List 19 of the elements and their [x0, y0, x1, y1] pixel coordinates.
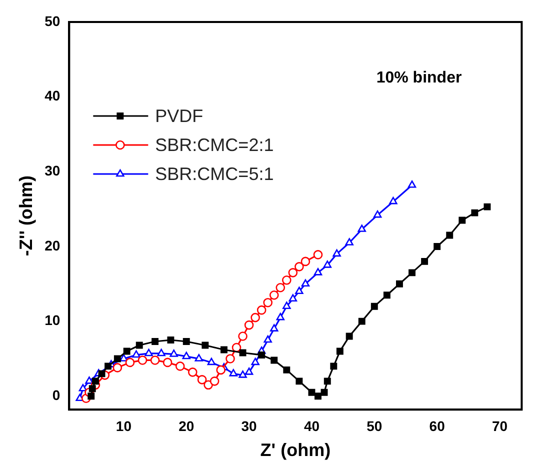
- y-tick-label: 40: [44, 88, 60, 104]
- x-tick-label: 20: [178, 418, 194, 434]
- legend-label: SBR:CMC=5:1: [155, 164, 274, 184]
- annotation: 10% binder: [376, 69, 462, 86]
- y-tick-label: 30: [44, 162, 60, 179]
- y-tick-label: 0: [52, 386, 60, 403]
- x-tick-label: 10: [116, 418, 132, 434]
- y-tick-label: 20: [44, 237, 60, 254]
- legend-label: PVDF: [155, 106, 204, 126]
- legend-label: SBR:CMC=2:1: [155, 134, 274, 155]
- x-axis-title: Z' (ohm): [260, 440, 331, 460]
- y-tick-label: 10: [44, 312, 60, 328]
- x-tick-label: 30: [241, 418, 258, 434]
- y-tick-label: 50: [44, 12, 60, 29]
- x-tick-label: 40: [304, 418, 320, 434]
- x-tick-label: 60: [429, 418, 446, 434]
- x-tick-label: 50: [366, 418, 382, 434]
- x-tick-label: 70: [492, 418, 508, 434]
- y-axis-title: -Z'' (ohm): [16, 176, 36, 256]
